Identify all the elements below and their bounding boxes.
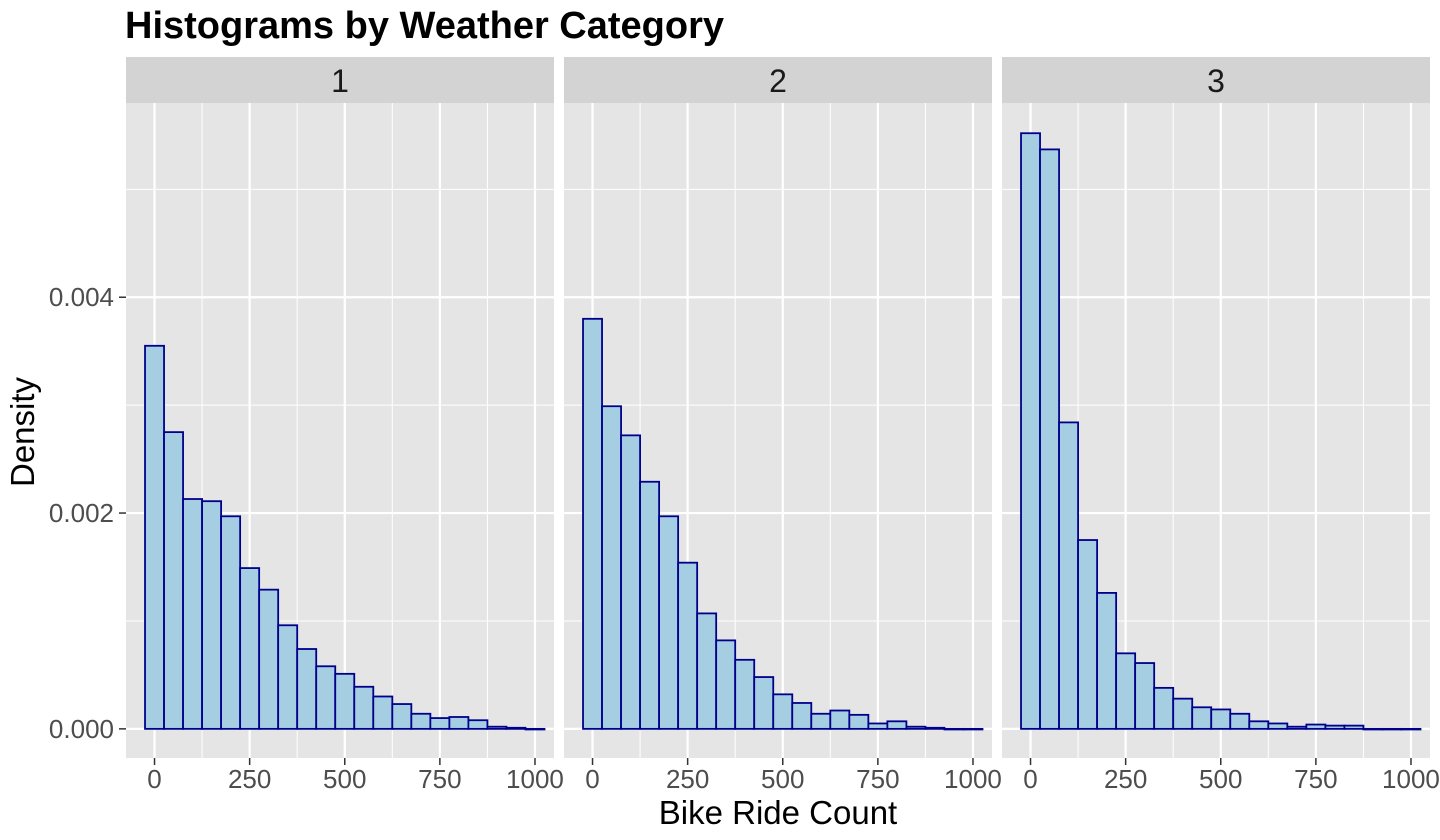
histogram-bar [1134, 662, 1156, 730]
x-tick-label: 250 [228, 764, 271, 794]
histogram-bar [734, 658, 756, 730]
histogram-bar [601, 405, 622, 730]
histogram-bar [886, 720, 908, 730]
histogram-bar [867, 722, 889, 730]
x-tick-label: 1000 [944, 764, 1002, 794]
histogram-bar [1400, 727, 1422, 731]
facet-panel-2: 2 0 250 500 750 1000 [564, 57, 1002, 794]
facet-strip [564, 57, 992, 103]
histogram-bar [1248, 720, 1270, 730]
facet-strip-label: 2 [769, 63, 787, 99]
histogram-bar [372, 695, 394, 730]
histogram-bar [715, 639, 737, 730]
histogram-bar [1343, 724, 1365, 730]
histogram-bar [1267, 722, 1289, 730]
histogram-bar [829, 709, 851, 730]
histogram-bar [772, 693, 794, 730]
histogram-bar [905, 725, 927, 730]
histogram-bar [448, 716, 470, 730]
y-axis: 0.000 0.002 0.004 [49, 282, 126, 744]
x-tick-label: 500 [761, 764, 804, 794]
histogram-bar [1191, 706, 1213, 730]
histogram-bar [677, 561, 699, 730]
histogram-bar [639, 480, 661, 730]
x-tick-label: 250 [1104, 764, 1147, 794]
histogram-bar [239, 567, 261, 730]
histogram-bar [1039, 148, 1060, 730]
histogram-bar [467, 719, 489, 730]
histogram-bar [486, 725, 508, 730]
y-axis-title: Density [4, 376, 41, 487]
histogram-bar [1153, 686, 1175, 730]
y-tick-label: 0.002 [49, 498, 114, 528]
x-tick-label: 0 [1023, 764, 1037, 794]
histogram-bar [1210, 708, 1232, 730]
facet-strip [1002, 57, 1430, 103]
histogram-bar [1096, 592, 1118, 730]
histogram-bar [696, 612, 718, 730]
facet-strip-label: 3 [1207, 63, 1225, 99]
histogram-bar [524, 727, 546, 731]
histogram-bar [1381, 727, 1403, 731]
facet-strip-label: 1 [331, 63, 349, 99]
x-tick-label: 750 [856, 764, 899, 794]
histogram-bar [258, 588, 280, 730]
x-tick-label: 1000 [1382, 764, 1440, 794]
x-tick-label: 0 [585, 764, 599, 794]
histogram-bar [144, 344, 165, 730]
facet-panels: 1 0 250 500 750 1000 2 0 250 500 750 1000 3 0 250 500 75… [126, 57, 1440, 794]
histogram-bar [277, 624, 299, 730]
histogram-bar [791, 702, 813, 730]
histogram-bar [1305, 723, 1327, 730]
histogram-bar [505, 726, 527, 730]
histogram-bar [1362, 727, 1384, 731]
x-tick-label: 750 [1294, 764, 1337, 794]
histogram-bar [391, 703, 413, 730]
histogram-bar [1077, 539, 1099, 730]
x-tick-label: 0 [147, 764, 161, 794]
histogram-bar [410, 712, 432, 730]
facet-strip [126, 57, 554, 103]
histogram-bar [1229, 712, 1251, 730]
histogram-bar [582, 317, 603, 730]
histogram-bar [962, 727, 984, 731]
histogram-bar [1324, 724, 1346, 730]
histogram-bar [429, 717, 451, 730]
histogram-bar [943, 727, 965, 731]
histogram-bar [1115, 652, 1137, 730]
histogram-bar [620, 434, 641, 730]
x-tick-label: 500 [323, 764, 366, 794]
histogram-bar [201, 500, 223, 730]
x-tick-label: 750 [418, 764, 461, 794]
x-axis-title: Bike Ride Count [659, 794, 897, 831]
y-tick-label: 0.004 [49, 282, 114, 312]
y-tick-label: 0.000 [49, 714, 114, 744]
histogram-bar [334, 672, 356, 730]
histogram-bar [1058, 421, 1079, 730]
histogram-bar [353, 685, 375, 730]
x-tick-label: 500 [1199, 764, 1242, 794]
histogram-bar [296, 648, 318, 730]
histogram-bar [658, 515, 680, 730]
histogram-bar [220, 515, 242, 730]
facet-panel-3: 3 0 250 500 750 1000 [1002, 57, 1440, 794]
histogram-bar [753, 676, 775, 730]
x-tick-label: 1000 [506, 764, 564, 794]
histogram-bar [1020, 132, 1041, 730]
x-tick-label: 250 [666, 764, 709, 794]
facet-panel-1: 1 0 250 500 750 1000 [126, 57, 564, 794]
histogram-bar [1172, 697, 1194, 730]
histogram-bar [1286, 725, 1308, 730]
chart-title: Histograms by Weather Category [125, 5, 724, 47]
histogram-bar [848, 713, 870, 730]
histogram-bar [163, 431, 184, 730]
histogram-bar [315, 665, 337, 730]
histogram-bar [924, 726, 946, 730]
histogram-bar [182, 498, 203, 730]
histogram-bar [810, 712, 832, 730]
